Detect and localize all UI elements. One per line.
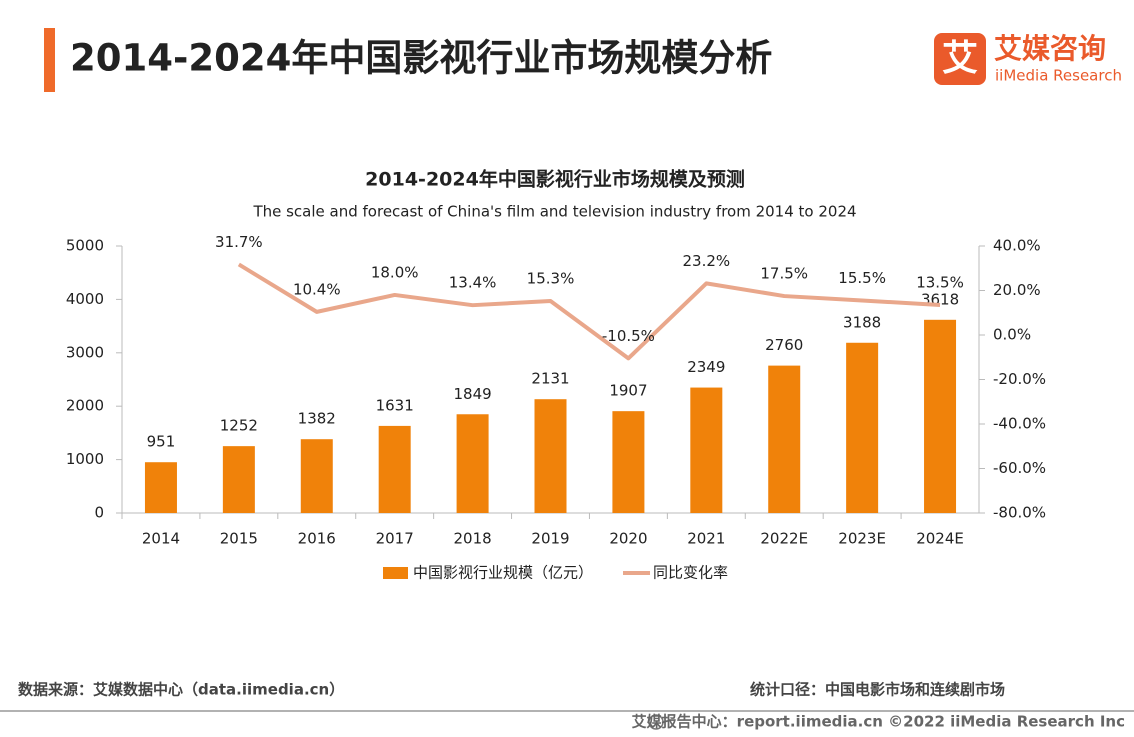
y2-tick-label: 0.0%	[993, 326, 1031, 344]
line-label: -10.5%	[602, 327, 655, 345]
bar-label: 1252	[220, 417, 258, 435]
y-tick-label: 0	[94, 504, 104, 522]
bar	[846, 342, 879, 513]
x-tick-label: 2022E	[760, 530, 808, 548]
bar-label: 2349	[687, 358, 725, 376]
line-label: 18.0%	[371, 263, 419, 281]
bar-label: 951	[147, 433, 176, 451]
line	[237, 262, 941, 361]
x-tick-label: 2023E	[838, 530, 886, 548]
x-tick-label: 2016	[298, 530, 336, 548]
y2-tick-label: -80.0%	[993, 504, 1046, 522]
y-tick-label: 4000	[66, 290, 104, 308]
y-tick-label: 2000	[66, 397, 104, 415]
bar	[924, 319, 957, 513]
bar-label: 1382	[298, 410, 336, 428]
x-tick-label: 2020	[609, 530, 647, 548]
logo-name: 艾媒咨询	[994, 32, 1106, 65]
logo-mark: 艾	[942, 38, 978, 79]
y2-tick-label: -60.0%	[993, 459, 1046, 477]
bar-label: 3188	[843, 313, 881, 331]
bar	[144, 462, 177, 513]
chart-subtitle: The scale and forecast of China's film a…	[252, 203, 856, 221]
source: 数据来源：艾媒数据中心（data.iimedia.cn）	[18, 681, 344, 699]
bar	[612, 411, 645, 513]
x-tick-label: 2024E	[916, 530, 964, 548]
scope: 统计口径：中国电影市场和连续剧市场	[750, 681, 1005, 699]
chart-title: 2014-2024年中国影视行业市场规模及预测	[365, 168, 745, 191]
y-tick-label: 3000	[66, 343, 104, 361]
bar	[534, 399, 567, 513]
y-tick-label: 1000	[66, 450, 104, 468]
x-tick-label: 2017	[376, 530, 414, 548]
y-tick-label: 5000	[66, 237, 104, 255]
bar	[300, 439, 333, 513]
y2-tick-label: -40.0%	[993, 415, 1046, 433]
line-label: 15.5%	[838, 269, 886, 287]
logo-box	[934, 33, 986, 85]
x-tick-label: 2015	[220, 530, 258, 548]
bar	[456, 414, 489, 513]
legend-label: 中国影视行业规模（亿元）	[413, 564, 593, 582]
bar-label: 1907	[609, 382, 647, 400]
bar	[768, 365, 801, 513]
x-tick-label: 2018	[453, 530, 491, 548]
legend-swatch	[383, 567, 408, 579]
bar-label: 1849	[453, 385, 491, 403]
bar	[690, 387, 723, 513]
globe-icon	[648, 714, 664, 730]
y2-tick-label: 40.0%	[993, 237, 1041, 255]
bar-label: 1631	[376, 396, 414, 414]
logo-sub: iiMedia Research	[995, 67, 1122, 85]
bar	[378, 425, 411, 513]
line-label: 23.2%	[682, 252, 730, 270]
x-tick-label: 2019	[531, 530, 569, 548]
bar	[222, 446, 255, 513]
line-label: 31.7%	[215, 233, 263, 251]
line-label: 15.3%	[527, 269, 575, 287]
x-tick-label: 2021	[687, 530, 725, 548]
line-label: 10.4%	[293, 280, 341, 298]
bar-label: 2760	[765, 336, 803, 354]
line-label: 13.5%	[916, 273, 964, 291]
line-label: 17.5%	[760, 265, 808, 283]
bar-label: 2131	[531, 370, 569, 388]
legend-label: 同比变化率	[653, 564, 728, 582]
page-title: 2014-2024年中国影视行业市场规模分析	[70, 37, 772, 80]
credit: 艾媒报告中心：report.iimedia.cn ©2022 iiMedia R…	[632, 713, 1125, 731]
y2-tick-label: 20.0%	[993, 281, 1041, 299]
y2-tick-label: -20.0%	[993, 370, 1046, 388]
x-tick-label: 2014	[142, 530, 180, 548]
title-accent	[44, 28, 55, 92]
line-label: 13.4%	[449, 274, 497, 292]
